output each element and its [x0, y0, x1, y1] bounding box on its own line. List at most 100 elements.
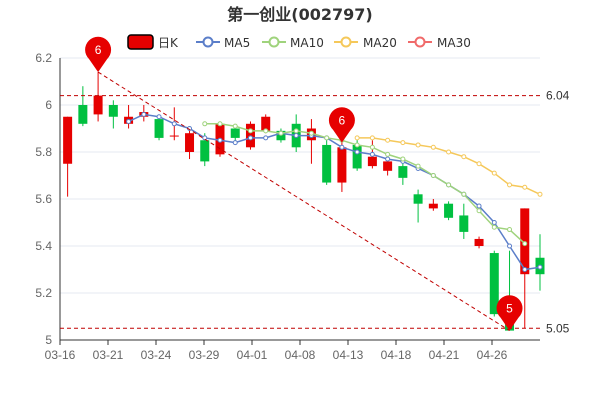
x-tick-label-8: 04-21 — [429, 348, 460, 362]
candle-body-8 — [185, 133, 195, 152]
candle-body-6 — [154, 119, 164, 138]
annotation-pin-0[interactable]: 6 — [85, 36, 112, 73]
candle-23[interactable] — [413, 189, 423, 223]
candle-17[interactable] — [322, 140, 332, 185]
ma5-point-14 — [339, 144, 345, 150]
ma5-point-15 — [354, 149, 360, 155]
ma10-point-0 — [202, 121, 208, 127]
legend-item-ma30[interactable]: MA30 — [408, 36, 471, 50]
ma5-point-9 — [263, 135, 269, 141]
ma20-point-12 — [537, 191, 543, 197]
candle-body-11 — [230, 128, 240, 138]
candle-8[interactable] — [185, 130, 195, 160]
y-tick-label-1: 5.2 — [35, 286, 52, 300]
x-tick-label-4: 04-01 — [237, 348, 268, 362]
ma5-point-26 — [522, 267, 528, 272]
legend-item-ma20[interactable]: MA20 — [334, 36, 397, 50]
legend-ma30-label: MA30 — [437, 36, 471, 50]
legend-ma5-marker — [202, 36, 214, 48]
legend-ma20-marker — [340, 36, 352, 48]
candle-27[interactable] — [474, 236, 484, 249]
x-axis: 03-16 03-21 03-24 03-29 04-01 04-08 04-13 04-18… — [45, 339, 540, 362]
annotation-pin-label-0: 6 — [95, 43, 102, 57]
annotation-pin-2[interactable]: 5 — [496, 295, 523, 331]
ma10-point-5 — [278, 130, 284, 136]
ma10-point-12 — [385, 151, 391, 157]
ma20-point-8 — [476, 161, 482, 167]
x-tick-label-7: 04-18 — [381, 348, 412, 362]
candle-11[interactable] — [230, 126, 240, 143]
candle-body-0 — [63, 116, 73, 164]
candle-21[interactable] — [383, 159, 393, 176]
ma20-point-4 — [415, 142, 421, 148]
legend-item-k[interactable]: 日K — [127, 34, 179, 50]
ma10-point-6 — [293, 128, 299, 134]
ma20-point-6 — [446, 149, 452, 155]
ma10-point-3 — [247, 128, 253, 134]
y-tick-label-6: 6.2 — [35, 51, 52, 65]
candle-body-2 — [93, 95, 103, 115]
candle-22[interactable] — [398, 161, 408, 185]
ref-line-label-1: 5.05 — [546, 321, 570, 335]
candle-body-25 — [444, 203, 454, 218]
candle-24[interactable] — [428, 199, 438, 211]
candle-6[interactable] — [154, 116, 164, 141]
candle-1[interactable] — [78, 86, 88, 127]
candle-26[interactable] — [459, 203, 469, 239]
x-tick-label-5: 04-08 — [285, 348, 316, 362]
candle-18[interactable] — [337, 142, 347, 192]
ma5-point-6 — [217, 137, 223, 143]
candle-25[interactable] — [444, 201, 454, 221]
ma20-point-5 — [430, 144, 436, 150]
y-tick-label-0: 5 — [45, 333, 52, 347]
annotation-pin-label-1: 6 — [339, 114, 346, 128]
legend-k-label: 日K — [158, 36, 179, 50]
legend-item-ma10[interactable]: MA10 — [262, 36, 324, 50]
reference-lines: 6.04 5.05 — [60, 71, 570, 335]
ma10-point-11 — [369, 144, 375, 150]
ma5-point-11 — [293, 133, 299, 139]
annotation-pin-shape-0 — [85, 36, 112, 73]
candle-body-27 — [474, 238, 484, 246]
annotation-pin-label-2: 5 — [506, 302, 513, 316]
candle-3[interactable] — [108, 100, 118, 129]
ma10-point-21 — [522, 241, 528, 247]
chart-title: 第一创业(002797) — [227, 5, 372, 24]
candle-body-23 — [413, 194, 423, 204]
candle-body-13 — [261, 116, 271, 131]
x-tick-label-9: 04-26 — [477, 348, 508, 362]
y-tick-label-4: 5.8 — [35, 145, 52, 159]
legend-item-ma5[interactable]: MA5 — [196, 36, 250, 50]
ma5-point-0 — [126, 118, 132, 124]
ma20-point-0 — [354, 135, 360, 141]
candle-body-24 — [428, 203, 438, 209]
ma10-point-4 — [263, 128, 269, 134]
candle-31[interactable] — [535, 234, 545, 291]
ma5-line — [128, 113, 541, 271]
ma20-point-3 — [400, 140, 406, 146]
candle-0[interactable] — [63, 116, 73, 197]
x-tick-label-6: 04-13 — [333, 348, 364, 362]
legend-ma5-label: MA5 — [224, 36, 250, 50]
candle-4[interactable] — [124, 105, 134, 129]
ref-line-label-0: 6.04 — [546, 89, 570, 103]
ma20-point-2 — [385, 137, 391, 143]
candle-body-9 — [200, 140, 210, 162]
legend-ma30-marker — [414, 36, 426, 48]
candle-28[interactable] — [489, 250, 499, 317]
annotation-pin-shape-2 — [496, 295, 523, 331]
ma5-point-7 — [232, 140, 238, 146]
ma20-point-1 — [369, 135, 375, 141]
ma5-point-27 — [537, 264, 543, 270]
candle-16[interactable] — [306, 119, 316, 164]
ma10-point-8 — [324, 135, 330, 141]
ma20-point-11 — [522, 184, 528, 190]
x-tick-label-0: 03-16 — [45, 348, 76, 362]
candle-body-1 — [78, 105, 88, 124]
candle-body-17 — [322, 144, 332, 183]
annotation-pin-1[interactable]: 6 — [328, 107, 355, 143]
ma5-point-8 — [247, 135, 253, 141]
ma5-point-3 — [171, 121, 177, 127]
candle-2[interactable] — [93, 72, 103, 122]
x-tick-label-2: 03-24 — [141, 348, 172, 362]
